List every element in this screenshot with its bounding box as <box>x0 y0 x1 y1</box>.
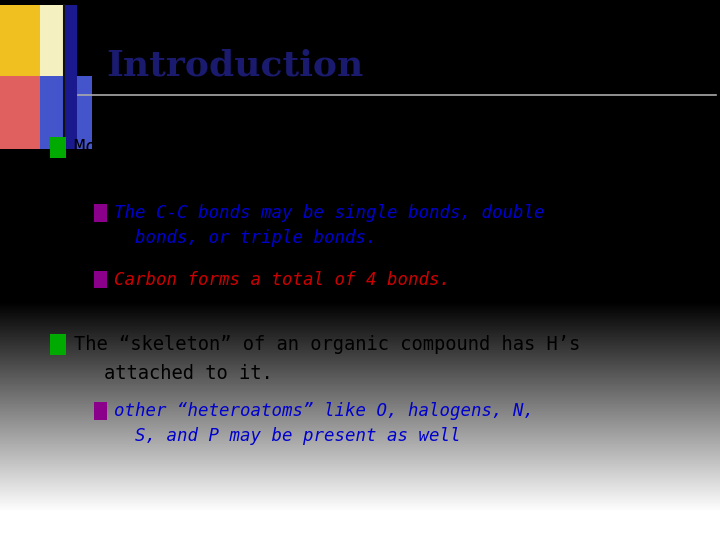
Text: bonds, or triple bonds.: bonds, or triple bonds. <box>135 229 376 247</box>
Bar <box>0 5 40 76</box>
Text: Carbon forms a total of 4 bonds.: Carbon forms a total of 4 bonds. <box>114 271 450 289</box>
Bar <box>40 5 66 76</box>
Text: other “heteroatoms” like O, halogens, N,: other “heteroatoms” like O, halogens, N, <box>114 402 534 421</box>
Bar <box>50 137 66 158</box>
Text: Introduction: Introduction <box>107 49 364 83</box>
Text: attached to it.: attached to it. <box>104 364 273 383</box>
Bar <box>0 76 40 148</box>
Text: The C-C bonds may be single bonds, double: The C-C bonds may be single bonds, doubl… <box>114 204 544 222</box>
Bar <box>40 76 92 148</box>
Text: Most organic compounds have a “skeleton”: Most organic compounds have a “skeleton” <box>74 138 524 157</box>
Text: that is composed of C-C bonds.: that is composed of C-C bonds. <box>104 167 442 186</box>
Bar <box>94 204 107 222</box>
Bar <box>64 5 77 148</box>
Bar <box>94 402 107 420</box>
Text: The “skeleton” of an organic compound has H’s: The “skeleton” of an organic compound ha… <box>74 335 580 354</box>
Bar <box>94 271 107 288</box>
Text: S, and P may be present as well: S, and P may be present as well <box>135 427 460 446</box>
Bar <box>50 334 66 355</box>
